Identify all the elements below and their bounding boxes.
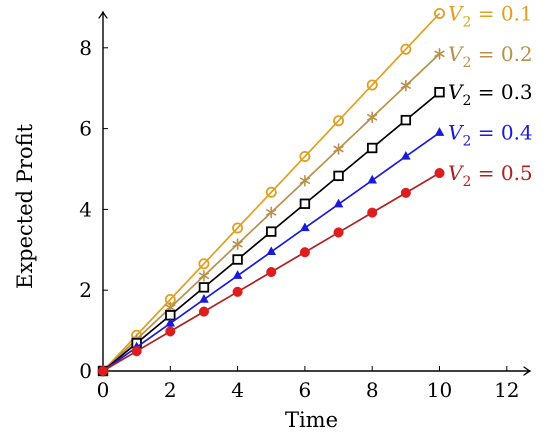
- data-point: [232, 238, 243, 250]
- data-point: [300, 222, 310, 232]
- series-3: [97, 87, 445, 377]
- data-point: [198, 270, 210, 282]
- y-tick-label: 4: [79, 197, 92, 221]
- data-point: [299, 174, 311, 187]
- series-layer: [97, 7, 445, 377]
- series-4: [98, 127, 445, 375]
- x-tick-label: 2: [164, 378, 177, 402]
- series-labels: V2 = 0.1 V2 = 0.2 V2 = 0.3 V2 = 0.4 V2 = 0.5: [448, 1, 533, 190]
- x-tick-label: 10: [427, 378, 452, 402]
- data-point: [97, 365, 109, 377]
- data-point: [198, 306, 209, 317]
- data-point: [366, 142, 378, 154]
- data-point: [434, 167, 445, 179]
- data-point: [367, 111, 378, 124]
- y-tick-label: 0: [79, 359, 92, 383]
- series-label: V2 = 0.2: [448, 42, 533, 71]
- data-point: [400, 79, 411, 92]
- x-tick-label: 12: [494, 378, 519, 402]
- data-point: [266, 226, 277, 237]
- series-5: [97, 167, 445, 377]
- series-label: V2 = 0.1: [448, 1, 533, 30]
- ticks: 0 2 4 6 8 10 12 0 2 4 6 8: [79, 36, 519, 402]
- data-point: [333, 143, 344, 155]
- data-point: [366, 79, 378, 91]
- series-label: V2 = 0.4: [448, 121, 533, 150]
- data-point: [266, 266, 277, 278]
- data-point: [266, 206, 277, 219]
- y-tick-label: 8: [79, 36, 92, 60]
- y-tick-label: 6: [79, 117, 92, 141]
- x-tick-label: 8: [366, 378, 379, 402]
- data-point: [299, 198, 311, 209]
- x-tick-label: 0: [97, 378, 110, 402]
- data-point: [401, 150, 411, 160]
- data-point: [232, 286, 243, 297]
- data-point: [367, 207, 378, 218]
- x-axis-title: Time: [285, 408, 338, 432]
- y-tick-label: 2: [79, 278, 92, 302]
- series-2: [97, 48, 445, 377]
- data-point: [266, 246, 277, 256]
- data-point: [367, 174, 377, 184]
- data-point: [434, 127, 445, 136]
- data-point: [400, 114, 412, 126]
- data-point: [232, 222, 244, 234]
- axes: [98, 10, 532, 376]
- data-point: [434, 48, 445, 60]
- data-point: [299, 247, 310, 258]
- series-label: V2 = 0.5: [448, 161, 533, 190]
- x-axis-arrow: [523, 366, 532, 376]
- data-point: [400, 43, 412, 55]
- x-tick-label: 6: [299, 378, 312, 402]
- series-1: [97, 7, 445, 377]
- series-line: [102, 12, 441, 372]
- data-point: [333, 115, 345, 127]
- data-point: [299, 150, 311, 162]
- data-point: [433, 7, 445, 19]
- data-point: [400, 187, 411, 198]
- data-point: [198, 282, 210, 293]
- data-point: [232, 270, 243, 279]
- data-point: [199, 293, 209, 303]
- data-point: [165, 317, 176, 327]
- data-point: [165, 326, 176, 337]
- data-point: [232, 254, 243, 265]
- data-point: [434, 87, 445, 98]
- data-point: [333, 170, 344, 182]
- data-point: [333, 198, 344, 208]
- data-point: [131, 346, 142, 357]
- data-point: [333, 227, 344, 238]
- series-label: V2 = 0.3: [448, 80, 533, 109]
- data-point: [198, 258, 210, 270]
- data-point: [265, 186, 277, 198]
- x-tick-label: 4: [231, 378, 244, 402]
- y-axis-title: Expected Profit: [13, 123, 37, 289]
- y-axis-arrow: [98, 10, 108, 19]
